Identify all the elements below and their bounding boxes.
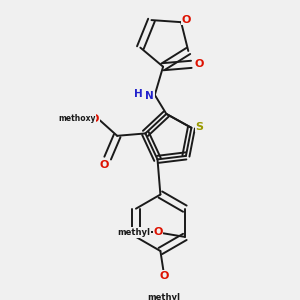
Text: N: N [145, 91, 154, 101]
Text: O: O [90, 114, 99, 124]
Text: O: O [159, 271, 169, 281]
Text: methyl: methyl [117, 228, 150, 237]
Text: O: O [153, 227, 163, 237]
Text: O: O [182, 15, 191, 25]
Text: methoxy: methoxy [58, 114, 95, 123]
Text: methyl: methyl [148, 293, 181, 300]
Text: O: O [194, 59, 203, 69]
Text: H: H [134, 89, 143, 99]
Text: S: S [196, 122, 204, 132]
Text: O: O [100, 160, 110, 170]
